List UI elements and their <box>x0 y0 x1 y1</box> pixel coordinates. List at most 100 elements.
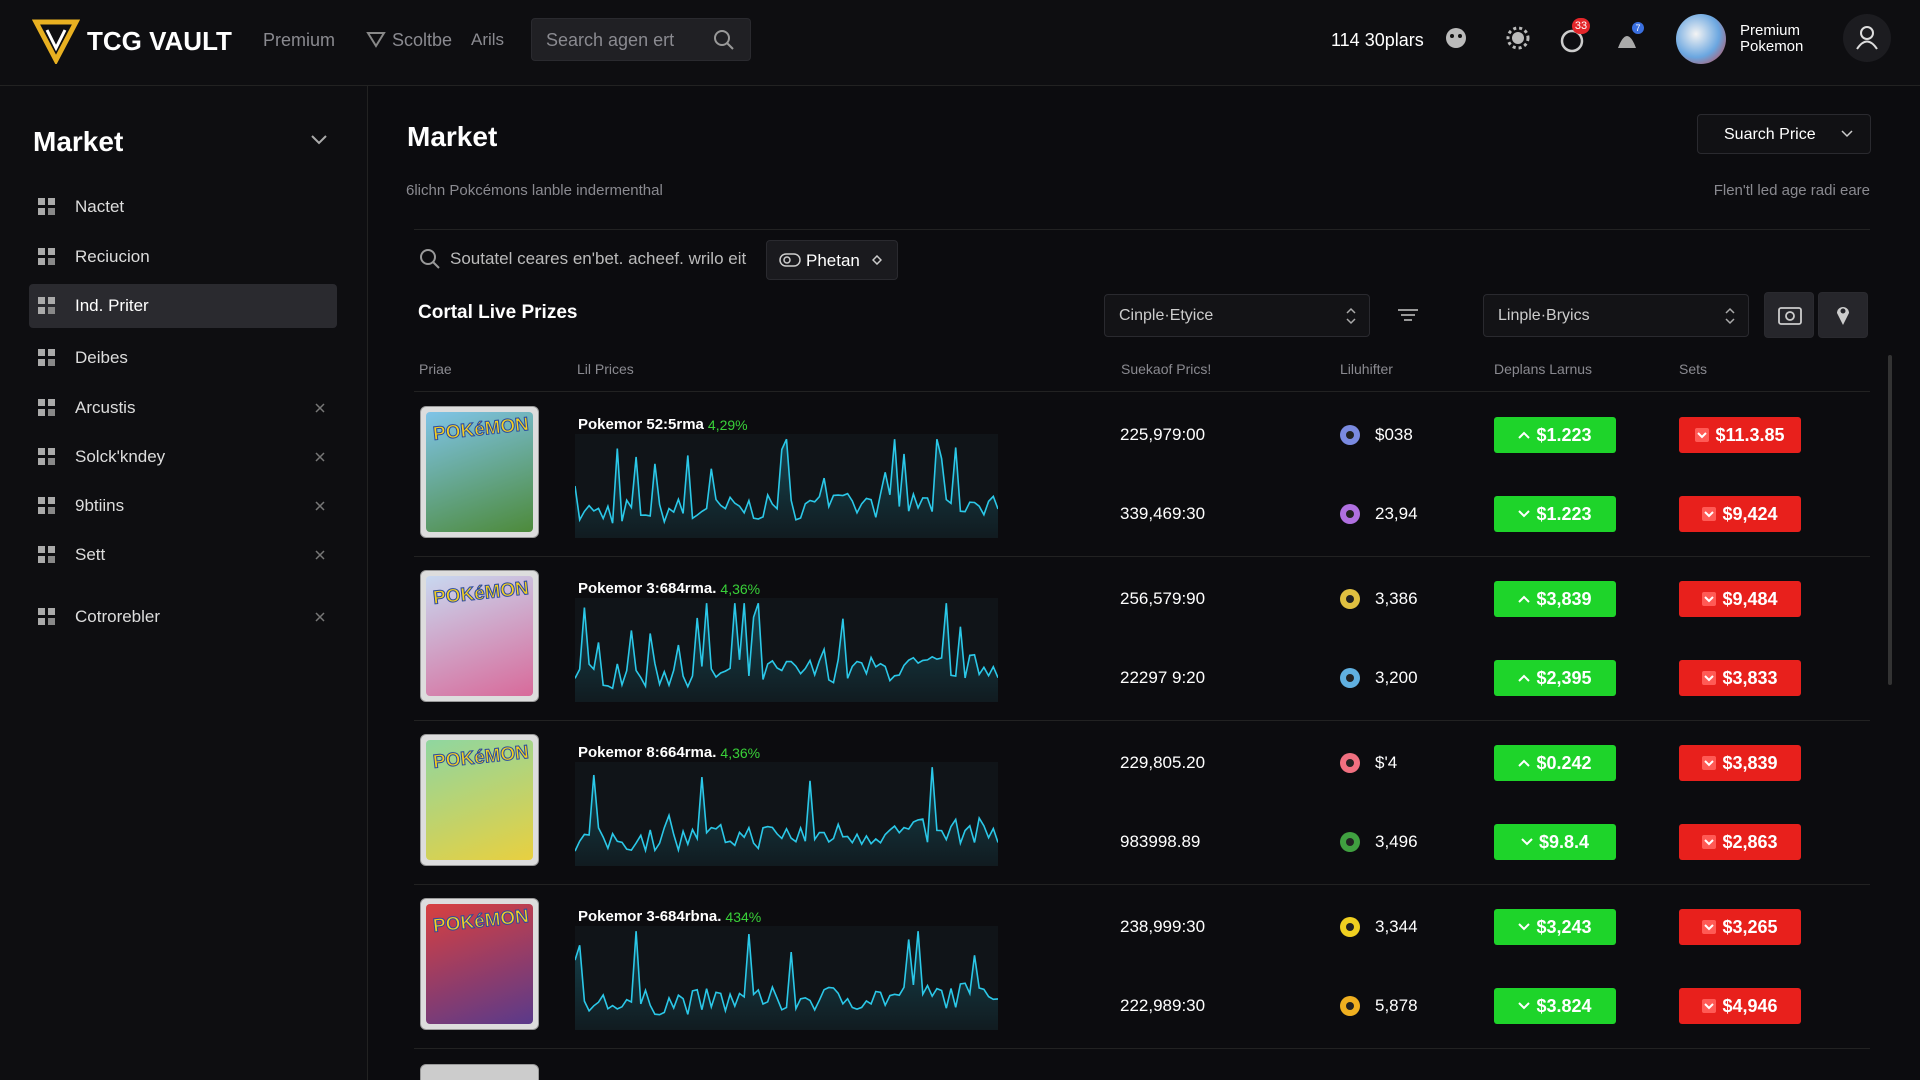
sell-button[interactable]: $9,424 <box>1679 496 1801 532</box>
menu-item[interactable]: Solck'kndey <box>75 447 166 466</box>
avatar[interactable] <box>1676 14 1726 64</box>
trend-arrow <box>1518 510 1531 518</box>
chat-icon[interactable] <box>1559 26 1587 54</box>
price: 238,999:30 <box>1120 917 1206 936</box>
players-count: 114 30plars <box>1331 30 1424 50</box>
column-header: Sets <box>1679 361 1708 377</box>
buy-label: $9.8.4 <box>1538 831 1590 852</box>
menu-icon <box>38 448 55 465</box>
menu-item[interactable]: Sett <box>75 545 106 564</box>
sell-label: $4,946 <box>1722 995 1778 1016</box>
buy-button[interactable]: $0.242 <box>1494 745 1616 781</box>
card-image[interactable]: POKéMON <box>420 734 539 866</box>
nav-icon <box>366 32 386 48</box>
search-icon <box>714 30 734 50</box>
row-divider <box>414 884 1870 885</box>
buy-button[interactable]: $9.8.4 <box>1494 824 1616 860</box>
menu-icon <box>38 608 55 625</box>
sparkline <box>575 762 998 866</box>
item-icon <box>1340 504 1360 524</box>
sell-label: $2,863 <box>1722 831 1778 852</box>
notification-icon[interactable] <box>1614 28 1640 52</box>
nav-link[interactable]: Premium <box>263 30 336 50</box>
buy-label: $3.824 <box>1536 995 1592 1016</box>
menu-icon <box>38 497 55 514</box>
subtitle: 6lichn Pokcémons lanble indermenthal <box>406 182 663 199</box>
row-divider <box>414 1048 1870 1049</box>
card-image[interactable]: POKéMON <box>420 406 539 538</box>
price: 229,805.20 <box>1120 753 1206 772</box>
buy-button[interactable]: $3,243 <box>1494 909 1616 945</box>
filter-icon[interactable] <box>1396 304 1420 324</box>
header: TCG VAULT Premium Scoltbe Arils Search a… <box>0 0 1920 86</box>
trend-arrow <box>1518 1002 1531 1010</box>
buy-label: $0.242 <box>1536 752 1592 773</box>
chevron[interactable] <box>310 134 328 146</box>
menu-item[interactable]: Reciucion <box>75 247 150 266</box>
search-text[interactable]: Soutatel ceares en'bet. acheef. wrilo ei… <box>450 249 747 268</box>
row-title: Pokemor 52:5rma <box>578 416 704 433</box>
price: 22297 9:20 <box>1120 668 1206 687</box>
icon-button[interactable] <box>1764 292 1814 338</box>
sell-button[interactable]: $3,833 <box>1679 660 1801 696</box>
search-icon <box>420 249 440 269</box>
row-title: Pokemor 3:684rma. <box>578 580 717 597</box>
logo: TCG VAULT <box>87 26 232 56</box>
profile-icon <box>1856 26 1878 50</box>
sort-dropdown[interactable]: Suarch Price <box>1697 114 1871 154</box>
sell-label: $3,265 <box>1722 916 1778 937</box>
menu-item[interactable]: Deibes <box>75 348 128 367</box>
sell-button[interactable]: $3,839 <box>1679 745 1801 781</box>
sell-button[interactable]: $11.3.85 <box>1679 417 1801 453</box>
row-title: Pokemor 3-684rbna. <box>578 908 722 925</box>
buy-button[interactable]: $3,839 <box>1494 581 1616 617</box>
buy-button[interactable]: $1.223 <box>1494 417 1616 453</box>
item-value: 3,200 <box>1375 668 1418 687</box>
emoji-icon[interactable] <box>1444 26 1468 50</box>
card-art <box>426 904 533 1024</box>
item-value: 3,344 <box>1375 917 1418 936</box>
sell-button[interactable]: $9,484 <box>1679 581 1801 617</box>
menu-item[interactable]: Nactet <box>75 197 125 216</box>
section-title: Cortal Live Prizes <box>418 302 578 323</box>
sell-button[interactable]: $2,863 <box>1679 824 1801 860</box>
card-image[interactable]: POKéMON <box>420 898 539 1030</box>
price: 222,989:30 <box>1120 996 1206 1015</box>
select[interactable]: Linple·Bryics <box>1483 294 1749 337</box>
trend-arrow <box>1518 923 1531 931</box>
menu-item[interactable]: Cotrorebler <box>75 607 161 626</box>
buy-label: $2,395 <box>1536 667 1592 688</box>
trend-arrow <box>1702 756 1717 770</box>
settings-icon[interactable] <box>1506 26 1530 50</box>
item-icon <box>1340 753 1360 773</box>
nav-link[interactable]: Arils <box>471 30 505 49</box>
icon-button[interactable] <box>1818 292 1868 338</box>
profile-button[interactable] <box>1843 14 1891 62</box>
buy-label: $3,839 <box>1536 588 1592 609</box>
close-icon <box>315 452 325 462</box>
card-image[interactable] <box>420 1064 539 1080</box>
sell-button[interactable]: $4,946 <box>1679 988 1801 1024</box>
nav-link[interactable]: Scoltbe <box>392 30 453 50</box>
sell-button[interactable]: $3,265 <box>1679 909 1801 945</box>
filter-chip[interactable]: Phetan <box>766 240 898 280</box>
active-item-bg[interactable] <box>29 284 337 328</box>
select-label: Linple·Bryics <box>1498 307 1590 324</box>
trend-arrow <box>1521 838 1533 846</box>
menu-item[interactable]: Arcustis <box>75 398 136 417</box>
menu-icon <box>38 399 55 416</box>
scrollbar[interactable] <box>1888 355 1892 685</box>
buy-button[interactable]: $1.223 <box>1494 496 1616 532</box>
select[interactable]: Cinple·Etyice <box>1104 294 1370 337</box>
buy-button[interactable]: $2,395 <box>1494 660 1616 696</box>
buy-button[interactable]: $3.824 <box>1494 988 1616 1024</box>
price: 339,469:30 <box>1120 504 1206 523</box>
menu-item[interactable]: Ind. Priter <box>75 296 149 315</box>
trend-arrow <box>1702 671 1717 685</box>
item-icon <box>1340 996 1360 1016</box>
menu-item[interactable]: 9btiins <box>75 496 125 515</box>
search-box[interactable]: Search agen ert <box>531 18 751 61</box>
menu-icon <box>38 248 55 265</box>
card-image[interactable]: POKéMON <box>420 570 539 702</box>
price: 983998.89 <box>1120 832 1201 851</box>
